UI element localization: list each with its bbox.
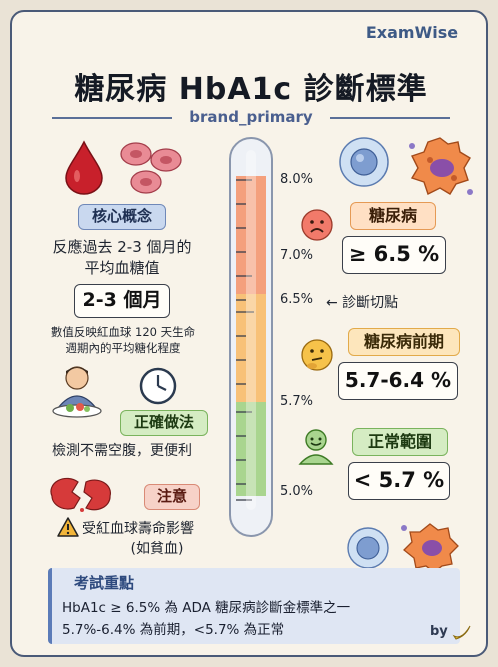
normal-badge: 正常範圍 [352,428,448,456]
sad-face-icon [301,209,333,241]
tick-label-5-7: 5.7% [280,394,314,409]
macrophage-icon [401,523,459,573]
detail-line-1: 數值反映紅血球 120 天生命 [50,325,196,339]
person-eating-icon [52,366,102,418]
clock-icon [139,367,177,405]
exam-label: 考試重點 [74,574,135,592]
tick-label-8-0: 8.0% [280,172,314,187]
blood-drop-icon [65,140,103,195]
exam-line-1: HbA1c ≥ 6.5% 為 ADA 糖尿病診斷金標準之一 [62,600,351,616]
infographic-card: ExamWise 糖尿病 HbA1c 診斷標準 brand_primary 核心… [10,10,488,657]
warning-icon [57,517,79,537]
broken-cell-icon [50,477,112,512]
core-concept-badge: 核心概念 [78,204,166,230]
subtitle: brand_primary [189,108,313,126]
months-value-box: 2-3 個月 [74,284,170,318]
subtitle-row: brand_primary [52,106,450,128]
normal-value-box: < 5.7 % [348,462,450,500]
prediabetes-value-box: 5.7-6.4 % [338,362,458,400]
diabetes-badge: 糖尿病 [350,202,436,230]
subtitle-divider-left [52,117,172,119]
caution-line-2: (如貧血) [130,541,184,557]
white-blood-cell-icon [339,137,389,187]
detail-line-2: 週期內的平均糖化程度 [65,341,181,355]
core-concept-line-2: 平均血糖值 [84,259,160,277]
banana-icon [452,625,471,640]
subtitle-divider-right [330,117,450,119]
core-concept-line-1: 反應過去 2-3 個月的 [52,238,192,256]
exam-line-2: 5.7%-6.4% 為前期，<5.7% 為正常 [62,622,285,638]
tick-label-7-0: 7.0% [280,248,314,263]
smiling-person-icon [298,429,334,465]
prediabetes-badge: 糖尿病前期 [348,328,460,356]
caution-badge: 注意 [144,484,200,510]
correct-method-badge: 正確做法 [120,410,208,436]
correct-method-text: 檢測不需空腹，更便利 [52,443,192,459]
tick-label-5-0: 5.0% [280,484,314,499]
caution-line-1: 受紅血球壽命影響 [82,521,194,537]
exam-key-points: 考試重點 HbA1c ≥ 6.5% 為 ADA 糖尿病診斷金標準之一 5.7%-… [48,568,460,644]
red-blood-cells-icon [120,142,182,194]
macrophage-icon [409,137,473,195]
cutoff-label: ← 診斷切點 [326,295,399,311]
brand-logo: ExamWise [352,20,472,46]
diabetes-value-box: ≥ 6.5 % [342,236,446,274]
tick-label-6-5: 6.5% [280,292,314,307]
white-blood-cell-icon [347,527,389,569]
signature: by [430,624,448,639]
thermometer [229,137,273,537]
thinking-face-icon [301,339,333,371]
page-title: 糖尿病 HbA1c 診斷標準 [74,72,428,107]
